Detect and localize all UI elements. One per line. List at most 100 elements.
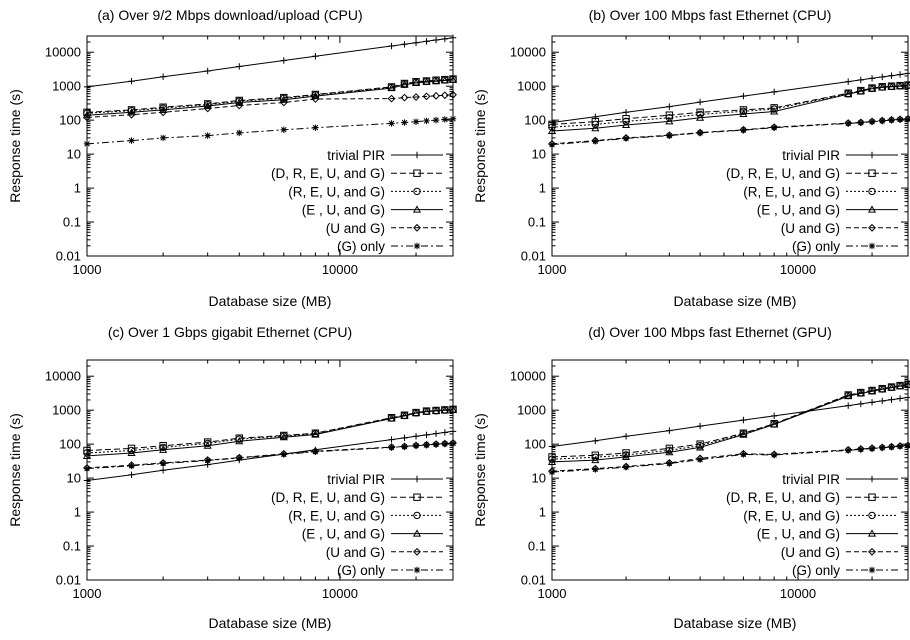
data-point [696,98,704,106]
data-point [844,391,853,400]
data-point [83,113,91,122]
data-point [127,444,136,453]
legend: trivial PIR (D, R, E, U, and G) (R, E, U, … [271,472,443,578]
legend-label: (G) only [792,239,840,254]
data-point [400,93,409,102]
y-tick-label: 0.01 [56,573,81,588]
series-line [551,118,909,145]
data-point [128,137,135,144]
data-point [845,78,852,85]
data-point [868,445,876,452]
legend-label: (R, E, U, and G) [743,508,840,523]
data-point [422,77,431,86]
data-point [770,124,778,131]
data-point [896,81,905,90]
chart-title: (c) Over 1 Gbps gigabit Ethernet (CPU) [108,324,352,340]
data-point [432,76,441,85]
legend-label: (U and G) [781,221,840,236]
data-point [887,383,896,391]
legend-marker [413,223,421,232]
y-axis-label: Response time (s) [7,413,23,527]
legend-label: (E , U, and G) [302,203,385,218]
data-point [159,104,167,112]
data-point [592,466,599,473]
legend-label: (D, R, E, U, and G) [271,166,385,181]
data-point [235,436,244,445]
series-trivial-pir [83,428,457,484]
data-point [411,78,421,86]
data-point [127,106,136,115]
data-point [696,456,704,463]
data-point [622,452,631,460]
data-point [896,443,904,450]
data-point [204,457,211,464]
data-point [868,75,876,82]
y-tick-label: 1000 [52,403,81,418]
y-tick-label: 10000 [45,369,81,384]
data-point [279,432,288,441]
legend-label: (E , U, and G) [757,527,840,542]
data-point [236,129,243,137]
data-point [857,119,864,126]
data-point [591,455,600,464]
x-tick-label: 1000 [538,262,567,277]
legend-marker [868,223,876,232]
legend-label: (R, E, U, and G) [288,508,385,523]
series-e-u-and-g [82,405,458,459]
data-point [159,73,167,80]
data-point [387,94,396,103]
data-point [411,408,421,417]
y-tick-label: 0.01 [521,249,546,264]
chart-panel-4: (d) Over 100 Mbps fast Ethernet (GPU) 0.0… [472,324,910,631]
data-point [665,446,674,454]
data-point [412,433,420,440]
data-point [83,465,91,472]
data-point [896,395,904,402]
data-point [592,437,599,445]
legend-label: (G) only [337,563,385,578]
data-point [388,42,395,50]
data-point [280,94,288,102]
y-tick-label: 1000 [52,79,81,94]
data-point [696,441,704,450]
data-point [236,63,243,70]
data-point [622,135,630,142]
data-point [696,443,705,451]
data-point [857,400,864,408]
data-point [235,435,243,443]
legend-label: (E , U, and G) [302,527,385,542]
data-point [280,57,288,64]
series-line [551,84,909,128]
data-point [740,126,747,134]
data-point [311,91,320,100]
data-point [203,441,212,449]
legend-marker [413,169,421,177]
data-point [127,448,136,457]
data-point [422,407,431,415]
y-tick-label: 100 [59,113,81,128]
data-point [770,88,778,96]
data-point [740,92,747,100]
data-point [548,119,556,126]
data-point [622,109,630,116]
data-point [547,457,557,465]
y-tick-label: 100 [59,437,81,452]
legend-marker [868,511,876,520]
data-point [666,132,673,139]
data-point [622,449,630,457]
series-g-only [83,115,457,148]
series-g-only [83,440,457,472]
data-point [235,97,243,105]
legend-marker [413,511,421,520]
series-line [551,84,909,125]
x-tick-label: 10000 [322,262,358,277]
y-tick-label: 1 [539,181,546,196]
x-tick-label: 10000 [780,586,816,601]
data-point [696,129,704,137]
data-point [448,405,458,413]
data-point [279,98,288,107]
legend-marker [868,566,876,574]
data-point [280,451,288,458]
data-point [387,414,396,422]
